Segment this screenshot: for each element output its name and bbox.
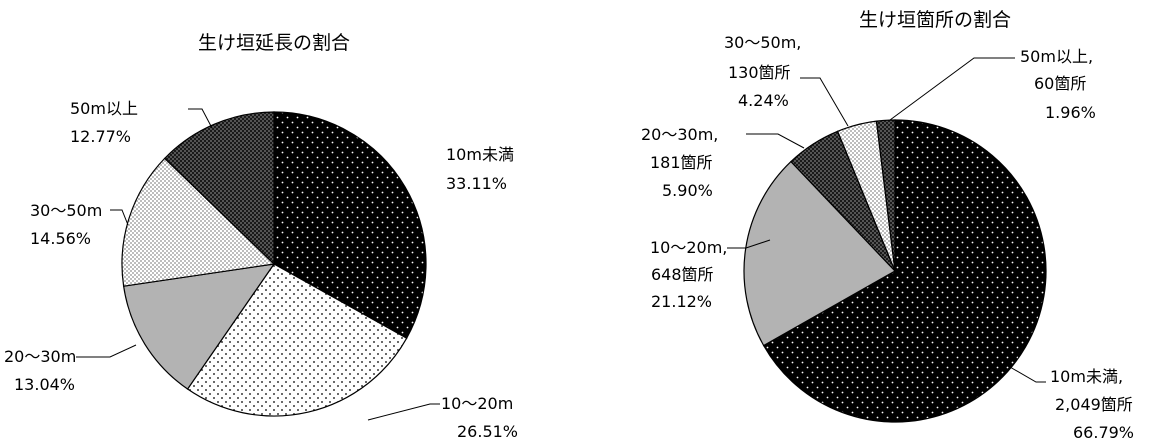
pie-slice	[273, 111, 427, 339]
leader-line	[188, 108, 213, 129]
label-percent: 13.04%	[14, 375, 75, 394]
label-category: 10～20m,	[650, 238, 727, 257]
label-count: 181箇所	[650, 153, 713, 172]
label-percent: 66.79%	[1073, 423, 1134, 442]
label-count: 60箇所	[1034, 74, 1086, 93]
leader-line	[727, 239, 771, 249]
pie-slices	[121, 111, 427, 417]
label-category: 10m未満,	[1050, 367, 1123, 386]
label-percent: 4.24%	[738, 91, 789, 110]
label-category: 50m以上,	[1020, 47, 1093, 66]
pie-slice	[743, 160, 896, 347]
label-category: 20～30m,	[641, 125, 718, 144]
label-category: 30～50m	[30, 201, 102, 220]
label-count: 130箇所	[728, 63, 791, 82]
label-count: 648箇所	[651, 265, 714, 284]
pie-slice	[121, 157, 276, 287]
chart-title: 生け垣延長の割合	[198, 32, 350, 54]
leader-line	[1002, 362, 1046, 383]
label-percent: 1.96%	[1045, 103, 1096, 122]
pie-slice	[122, 263, 276, 390]
label-category: 50m以上	[70, 99, 138, 118]
chart-title: 生け垣箇所の割合	[859, 9, 1011, 31]
leader-line	[800, 77, 849, 127]
pie-slice	[163, 111, 275, 266]
chart-length-share: 生け垣延長の割合 10m未満 33.11% 10～20m 26.51% 20～3…	[4, 32, 518, 441]
label-category: 20～30m	[4, 347, 76, 366]
label-percent: 21.12%	[651, 292, 712, 311]
label-percent: 5.90%	[662, 181, 713, 200]
leader-line	[367, 403, 440, 421]
pie-slice	[875, 119, 896, 272]
label-category: 10～20m	[441, 394, 513, 413]
label-percent: 33.11%	[446, 174, 507, 193]
label-percent: 26.51%	[457, 422, 518, 441]
label-category: 30～50m,	[724, 33, 801, 52]
leader-line	[746, 133, 805, 149]
label-percent: 12.77%	[70, 127, 131, 146]
label-count: 2,049箇所	[1055, 395, 1133, 414]
leader-line	[76, 344, 137, 358]
chart-location-share: 生け垣箇所の割合 10m未満, 2,049箇所 66.79% 10～20m, 6…	[641, 9, 1134, 442]
label-category: 10m未満	[446, 145, 514, 164]
pie-slice	[762, 119, 1047, 423]
pie-slice	[186, 263, 408, 417]
label-percent: 14.56%	[30, 229, 91, 248]
leader-line	[110, 209, 129, 226]
leader-line	[889, 57, 1015, 121]
pie-slices	[743, 119, 1047, 423]
